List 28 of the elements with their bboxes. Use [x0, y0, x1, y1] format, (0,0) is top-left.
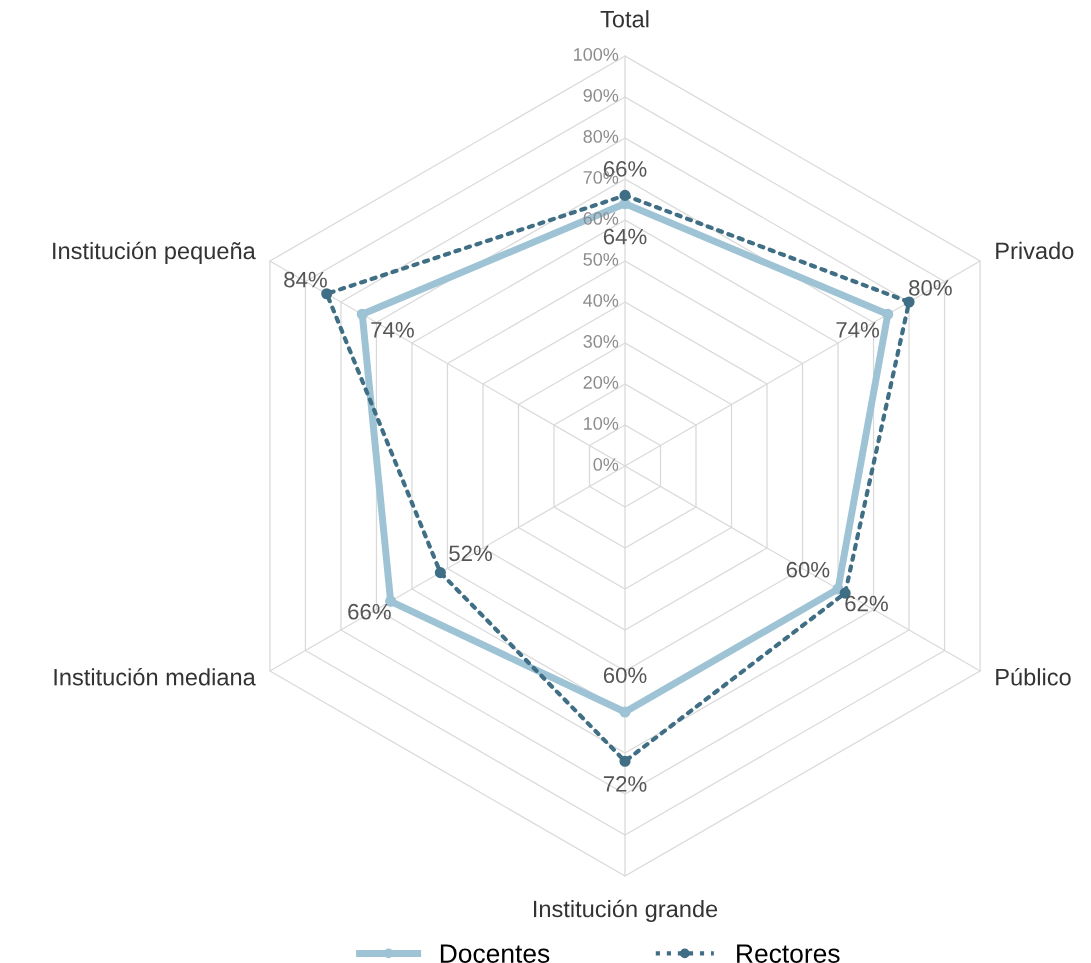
spoke-label: Institución grande: [533, 899, 718, 922]
y-tick-label: 0%: [593, 458, 619, 471]
legend-label: Docentes: [440, 944, 550, 963]
data-label: 62%: [845, 595, 888, 612]
data-label: 60%: [603, 667, 647, 684]
y-tick-label: 90%: [583, 89, 619, 102]
y-tick-label: 30%: [583, 335, 619, 348]
data-label: 80%: [909, 279, 952, 296]
data-label: 74%: [836, 322, 880, 338]
data-label: 64%: [603, 228, 647, 245]
y-tick-label: 40%: [583, 294, 619, 307]
y-tick-label: 80%: [583, 130, 619, 143]
spoke-label: Total: [600, 10, 649, 28]
data-label: 74%: [371, 322, 414, 338]
data-label: 60%: [786, 561, 830, 578]
spoke-label: Institución mediana: [54, 667, 256, 686]
y-tick-label: 10%: [584, 417, 619, 430]
data-label: 84%: [284, 271, 327, 288]
y-tick-label: 100%: [574, 48, 619, 61]
spoke-label: Público: [996, 667, 1071, 686]
spoke-label: Institución pequeña: [53, 241, 256, 264]
data-label: 52%: [449, 545, 492, 562]
y-tick-label: 50%: [583, 253, 619, 266]
data-label: 66%: [348, 603, 391, 620]
data-label: 72%: [603, 776, 647, 792]
y-tick-label: 20%: [583, 376, 619, 389]
spoke-label: Privado: [996, 241, 1074, 260]
legend-label: Rectores: [737, 944, 840, 963]
